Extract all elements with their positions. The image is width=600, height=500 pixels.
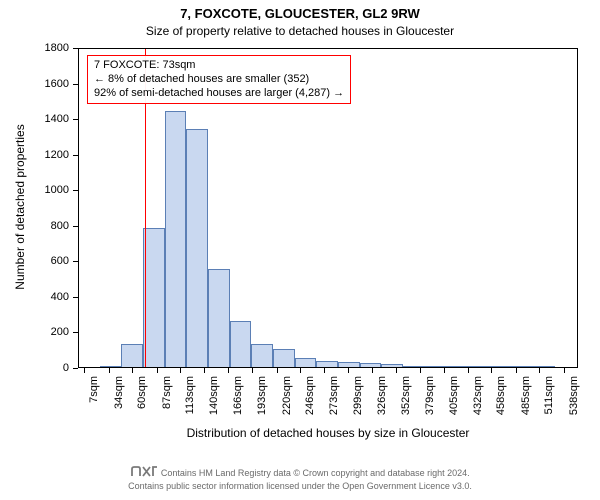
ogl-icon [130,466,158,481]
histogram-bar [425,366,447,367]
histogram-bar [230,321,252,367]
xtick-mark [157,368,158,373]
ytick-label: 1400 [0,113,69,125]
xtick-mark [109,368,110,373]
ytick-mark [73,190,78,191]
histogram-bar [446,366,468,367]
xtick-mark [372,368,373,373]
ytick-mark [73,261,78,262]
address-title: 7, FOXCOTE, GLOUCESTER, GL2 9RW [0,6,600,21]
footer-line-1: Contains HM Land Registry data © Crown c… [161,468,470,478]
xtick-label: 87sqm [161,376,173,409]
histogram-bar [186,129,208,367]
ytick-label: 0 [0,362,69,374]
ytick-mark [73,297,78,298]
annotation-box: 7 FOXCOTE: 73sqm ← 8% of detached houses… [87,55,351,104]
xtick-label: 193sqm [256,376,268,415]
xtick-mark [84,368,85,373]
xtick-mark [468,368,469,373]
xtick-mark [252,368,253,373]
ytick-label: 1000 [0,184,69,196]
footer-line-2: Contains public sector information licen… [128,481,472,491]
xtick-mark [539,368,540,373]
xtick-mark [516,368,517,373]
xtick-label: 538sqm [568,376,580,415]
xtick-label: 34sqm [113,376,125,409]
ytick-mark [73,368,78,369]
annotation-line-3: 92% of semi-detached houses are larger (… [94,87,344,101]
xtick-mark [491,368,492,373]
histogram-bar [295,358,317,367]
xtick-label: 352sqm [400,376,412,415]
ytick-label: 1200 [0,149,69,161]
xtick-label: 166sqm [232,376,244,415]
xtick-mark [180,368,181,373]
ytick-label: 400 [0,291,69,303]
ytick-label: 200 [0,326,69,338]
xtick-mark [300,368,301,373]
ytick-mark [73,332,78,333]
plot-area: 7 FOXCOTE: 73sqm ← 8% of detached houses… [78,48,578,368]
histogram-bar [165,111,187,367]
xtick-label: 432sqm [472,376,484,415]
xtick-label: 405sqm [448,376,460,415]
xtick-label: 485sqm [520,376,532,415]
histogram-bar [121,344,143,367]
xtick-label: 511sqm [543,376,555,414]
xtick-label: 299sqm [352,376,364,415]
histogram-bar [381,364,403,367]
histogram-bar [100,366,122,367]
chart-subtitle: Size of property relative to detached ho… [0,24,600,38]
xtick-label: 458sqm [495,376,507,415]
xtick-label: 273sqm [328,376,340,415]
xtick-mark [277,368,278,373]
xtick-mark [564,368,565,373]
histogram-bar [143,228,165,367]
xtick-mark [444,368,445,373]
xtick-mark [420,368,421,373]
histogram-bar [208,269,230,367]
ytick-label: 800 [0,220,69,232]
histogram-bar [511,366,533,367]
xtick-mark [228,368,229,373]
y-axis-label: Number of detached properties [13,57,27,357]
xtick-label: 60sqm [136,376,148,409]
xtick-label: 140sqm [208,376,220,415]
xtick-mark [324,368,325,373]
histogram-bar [490,366,512,367]
ytick-mark [73,48,78,49]
chart-container: 7, FOXCOTE, GLOUCESTER, GL2 9RW Size of … [0,0,600,500]
xtick-label: 113sqm [184,376,196,414]
annotation-line-2: ← 8% of detached houses are smaller (352… [94,73,344,87]
histogram-bar [273,349,295,367]
histogram-bar [403,366,425,367]
xtick-mark [348,368,349,373]
histogram-bar [468,366,490,367]
footer-attribution: Contains HM Land Registry data © Crown c… [0,466,600,493]
x-axis-label: Distribution of detached houses by size … [28,426,600,440]
ytick-mark [73,119,78,120]
ytick-label: 600 [0,255,69,267]
ytick-label: 1600 [0,78,69,90]
xtick-mark [132,368,133,373]
xtick-label: 326sqm [376,376,388,415]
xtick-label: 379sqm [424,376,436,415]
xtick-label: 246sqm [304,376,316,415]
histogram-bar [338,362,360,367]
ytick-mark [73,84,78,85]
histogram-bar [316,361,338,367]
ytick-label: 1800 [0,42,69,54]
ytick-mark [73,155,78,156]
xtick-label: 220sqm [281,376,293,415]
histogram-bar [360,363,382,367]
ytick-mark [73,226,78,227]
xtick-mark [204,368,205,373]
xtick-label: 7sqm [88,376,100,403]
histogram-bar [251,344,273,367]
xtick-mark [396,368,397,373]
histogram-bar [533,366,555,367]
annotation-line-1: 7 FOXCOTE: 73sqm [94,59,344,73]
